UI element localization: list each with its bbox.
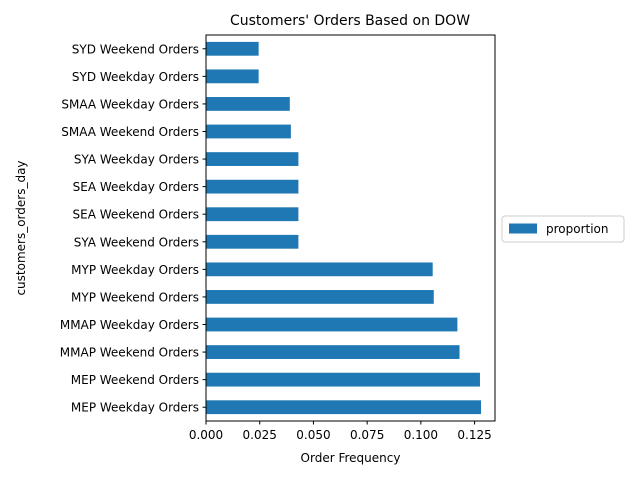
y-tick-label: MMAP Weekend Orders	[60, 346, 199, 360]
x-tick-label: 0.100	[404, 428, 438, 442]
y-axis-label: customers_orders_day	[14, 160, 28, 295]
legend-swatch	[509, 223, 537, 234]
bar	[206, 97, 290, 111]
y-tick-label: MEP Weekday Orders	[71, 401, 199, 415]
y-tick-label: MYP Weekend Orders	[71, 290, 199, 304]
bar	[206, 69, 259, 84]
bar	[206, 317, 458, 332]
x-axis-label: Order Frequency	[301, 451, 401, 465]
y-tick-label: SEA Weekday Orders	[73, 180, 199, 194]
bar	[206, 124, 291, 139]
bars-group	[206, 41, 482, 415]
y-tick-label: MYP Weekday Orders	[71, 263, 199, 277]
y-tick-label: SYA Weekend Orders	[74, 235, 199, 249]
bar	[206, 207, 299, 222]
x-tick-label: 0.025	[243, 428, 277, 442]
y-tick-label: SEA Weekend Orders	[73, 208, 199, 222]
x-tick-label: 0.050	[296, 428, 330, 442]
plot-frame	[205, 34, 496, 422]
chart-title: Customers' Orders Based on DOW	[230, 13, 470, 29]
bar	[206, 234, 299, 249]
bar	[206, 152, 299, 166]
legend-label: proportion	[546, 222, 609, 236]
y-tick-label: MEP Weekend Orders	[71, 373, 199, 387]
bar	[206, 372, 480, 387]
legend-frame	[501, 215, 625, 243]
y-tick-label: SYD Weekday Orders	[72, 70, 199, 84]
y-tick-label: SYD Weekend Orders	[72, 42, 199, 56]
bar	[206, 41, 259, 56]
bar	[206, 262, 433, 277]
y-tick-label: MMAP Weekday Orders	[60, 318, 199, 332]
x-tick-label: 0.125	[457, 428, 491, 442]
bar	[206, 400, 482, 415]
x-tick-label: 0.000	[189, 428, 223, 442]
x-ticks-group: 0.000 0.025 0.050 0.075 0.100 0.125	[189, 421, 492, 442]
bar	[206, 290, 434, 304]
y-tick-label: SYA Weekday Orders	[74, 153, 199, 167]
y-ticks-group: MEP Weekday Orders MEP Weekend Orders MMAP…	[60, 42, 206, 415]
legend: proportion	[501, 215, 625, 243]
y-tick-label: SMAA Weekday Orders	[61, 97, 199, 111]
x-tick-label: 0.075	[350, 428, 384, 442]
bar	[206, 345, 460, 359]
bar	[206, 179, 299, 194]
y-tick-label: SMAA Weekend Orders	[61, 125, 199, 139]
